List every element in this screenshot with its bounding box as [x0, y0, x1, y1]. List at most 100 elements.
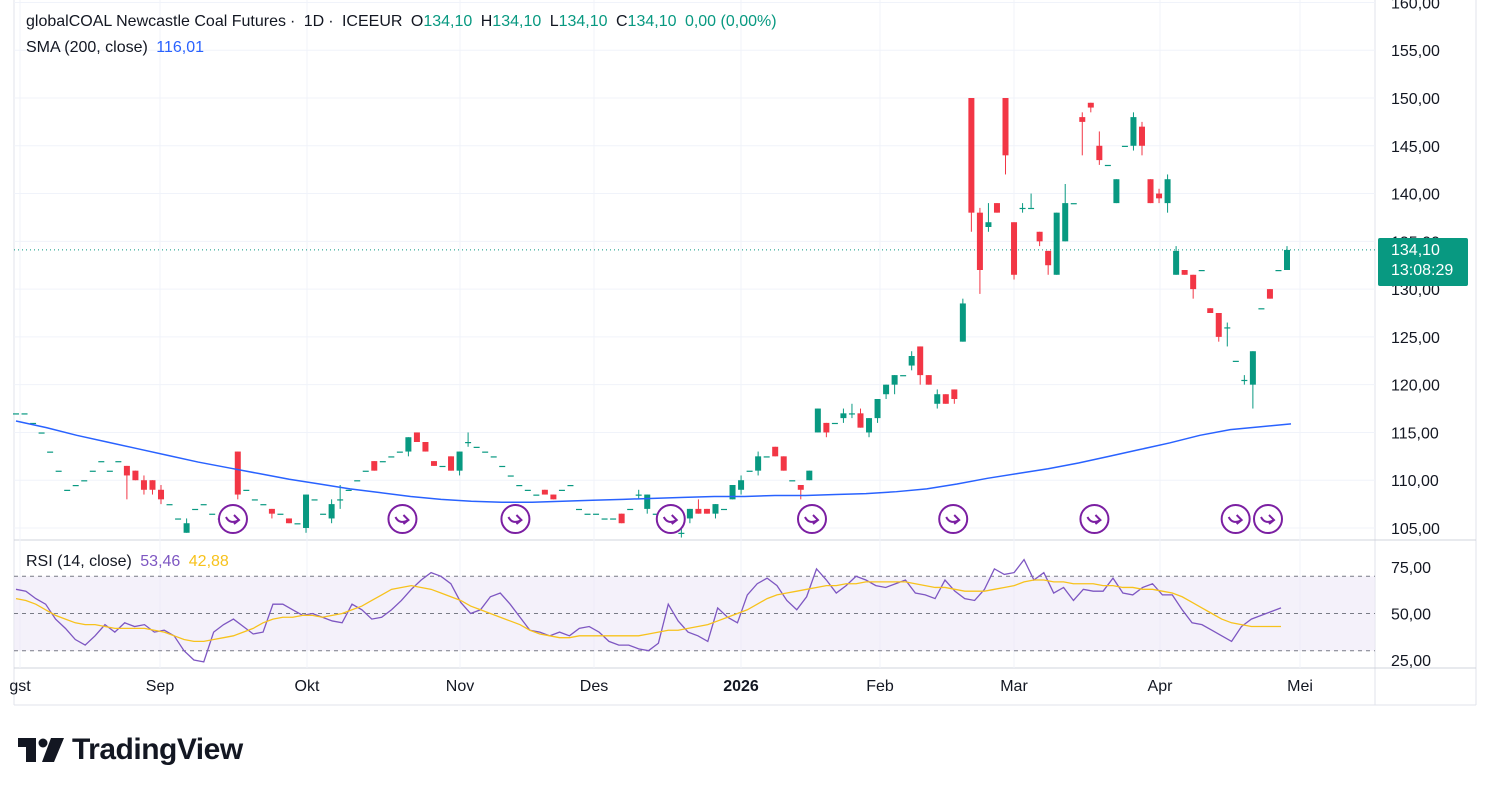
candle-body [1121, 145, 1128, 147]
candle-body [1173, 250, 1180, 275]
time-tick-label: Sep [146, 678, 175, 695]
candle-body [644, 494, 651, 509]
candle-body [550, 494, 557, 500]
candle-body [13, 413, 19, 415]
candle-body [797, 485, 804, 490]
candles [13, 98, 1290, 538]
tradingview-logo[interactable]: TradingView [18, 733, 243, 767]
high-value: 134,10 [492, 13, 542, 30]
candle-body [123, 465, 130, 476]
candle-body [1087, 102, 1094, 108]
candle-body [1164, 179, 1171, 204]
candle-body [456, 451, 463, 471]
candle-body [140, 480, 147, 490]
candle-body [1053, 212, 1060, 275]
event-arrow [662, 514, 679, 525]
open-label: O [410, 13, 424, 30]
price-tick-label: 140,00 [1391, 187, 1440, 204]
event-arrow [804, 514, 820, 525]
candle-body [482, 451, 489, 453]
candle-body [593, 513, 600, 515]
candle-body [277, 513, 284, 515]
event-circle [1220, 504, 1251, 534]
event-arrow [1227, 514, 1244, 525]
event-circle [1253, 504, 1283, 534]
candle-body [1181, 270, 1188, 275]
rsi-tick-label: 75,00 [1391, 560, 1431, 577]
candle-body [686, 508, 693, 519]
candle-body [823, 422, 830, 433]
candle-body [21, 413, 28, 415]
event-marker-icon [1079, 504, 1110, 534]
candle-body [1130, 117, 1137, 146]
axes: 160,00155,00150,00145,00140,00135,00130,… [9, 0, 1440, 695]
candle-body [857, 413, 864, 428]
candle-body [917, 346, 924, 376]
candle-body [891, 375, 898, 385]
price-tick-label: 150,00 [1391, 91, 1440, 108]
candle-body [703, 508, 710, 514]
candle-body [507, 475, 514, 477]
symbol-header[interactable]: globalCOAL Newcastle Coal Futures · 1D · I… [26, 13, 777, 30]
time-tick-label: gst [9, 678, 31, 695]
candle-body [132, 470, 139, 481]
sma-line [15, 420, 1292, 503]
candle-body [1036, 231, 1043, 242]
close-value: 134,10 [627, 13, 677, 30]
time-tick-label: Nov [446, 678, 474, 695]
event-circle [796, 504, 827, 534]
price-tick-label: 105,00 [1391, 521, 1440, 538]
candle-body [874, 399, 881, 419]
candle-body [712, 504, 719, 514]
low-value: 134,10 [558, 13, 608, 30]
rsi-legend[interactable]: RSI (14, close) 53,46 42,88 [26, 553, 233, 571]
candle-body [627, 508, 634, 511]
candle-body [1104, 164, 1111, 167]
candle-body [866, 418, 873, 433]
candle-body [900, 375, 907, 377]
bar-countdown: 13:08:29 [1391, 262, 1454, 279]
candle-body [149, 480, 156, 490]
candle-body [993, 203, 1000, 213]
open-value: 134,10 [423, 13, 473, 30]
event-marker-icon [217, 504, 248, 534]
time-tick-label: Mar [1000, 678, 1028, 695]
rsi-tick-label: 25,00 [1391, 653, 1431, 670]
candle-body [942, 394, 949, 404]
candle-body [729, 485, 736, 500]
time-tick-label: Okt [295, 678, 320, 695]
candle-body [268, 508, 275, 514]
candle-body [1002, 98, 1009, 156]
price-tick-label: 120,00 [1391, 378, 1440, 395]
candle-body [516, 485, 523, 487]
event-circle [655, 504, 686, 534]
candle-body [1198, 270, 1205, 272]
event-arrow [225, 514, 241, 525]
sma-label: SMA (200, close) [26, 39, 148, 56]
candle-body [1028, 207, 1035, 210]
event-marker-icon [387, 504, 418, 534]
candle-body [72, 485, 79, 487]
events [217, 504, 1283, 534]
candle-body [789, 480, 796, 482]
candle-body [30, 422, 37, 425]
sma-legend[interactable]: SMA (200, close) 116,01 [26, 39, 208, 57]
candle-body [524, 489, 531, 491]
candle-body [1258, 308, 1265, 310]
candle-body [925, 375, 932, 385]
candle-body [396, 451, 403, 453]
candle-body [183, 523, 190, 533]
candle-body [1011, 222, 1018, 275]
time-tick-label: Apr [1148, 678, 1174, 695]
candle-body [584, 513, 591, 515]
price-tick-label: 125,00 [1391, 330, 1440, 347]
candle-body [721, 508, 728, 511]
candle-body [533, 494, 540, 496]
candle-body [473, 446, 480, 448]
candle-body [618, 513, 625, 524]
candle-body [883, 384, 890, 395]
candle-body [610, 518, 617, 520]
candle-body [260, 504, 267, 506]
event-circle [217, 504, 248, 534]
